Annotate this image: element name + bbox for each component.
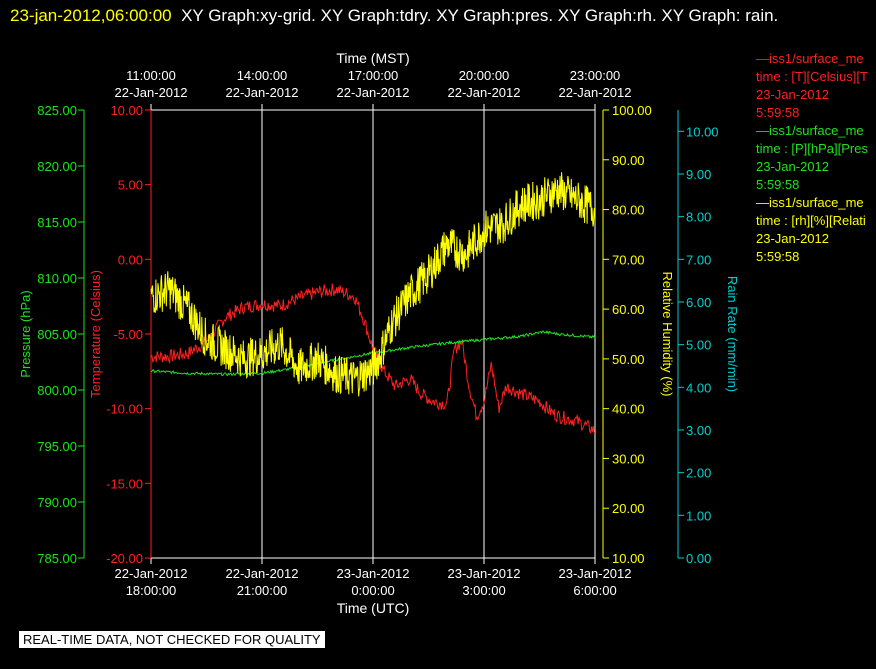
top-tick-label-date: 22-Jan-2012	[115, 85, 188, 100]
rain-tick-label: 2.00	[686, 466, 711, 481]
top-tick-label-time: 23:00:00	[570, 68, 621, 83]
top-tick-label-date: 22-Jan-2012	[448, 85, 521, 100]
rain-tick-label: 9.00	[686, 167, 711, 182]
temperature-tick-label: -5.00	[113, 327, 143, 342]
legend-text: time : [rh][%][Relati	[756, 213, 866, 228]
humidity-tick-label: 10.00	[612, 551, 645, 566]
humidity-axis-label: Relative Humidity (%)	[660, 272, 675, 397]
x-tick-label-time: 21:00:00	[237, 583, 288, 598]
pressure-tick-label: 825.00	[37, 103, 77, 118]
legend-text: 23-Jan-2012	[756, 87, 829, 102]
timestamp: 23-jan-2012,06:00:00	[10, 6, 172, 25]
top-tick-label-time: 17:00:00	[348, 68, 399, 83]
top-tick-label-time: 11:00:00	[126, 68, 176, 83]
legend-text: 5:59:58	[756, 105, 800, 120]
humidity-tick-label: 20.00	[612, 501, 645, 516]
top-tick-label-date: 22-Jan-2012	[559, 85, 632, 100]
temperature-tick-label: 0.00	[118, 252, 143, 267]
temperature-axis-label: Temperature (Celsius)	[88, 270, 103, 398]
pressure-tick-label: 785.00	[37, 551, 77, 566]
pressure-tick-label: 815.00	[37, 215, 77, 230]
top-axis-label: Time (MST)	[336, 50, 409, 66]
legend: —iss1/surface_me time : [T][Celsius][T 23-…	[756, 50, 876, 266]
temperature-tick-label: 5.00	[118, 178, 143, 193]
temperature-tick-label: -15.00	[106, 476, 143, 491]
x-tick-label-date: 23-Jan-2012	[448, 566, 521, 581]
rain-axis-label: Rain Rate (mm/min)	[725, 276, 740, 392]
humidity-tick-label: 40.00	[612, 402, 645, 417]
x-tick-label-time: 3:00:00	[462, 583, 505, 598]
rain-tick-label: 1.00	[686, 508, 711, 523]
top-tick-label-time: 14:00:00	[237, 68, 288, 83]
humidity-tick-label: 70.00	[612, 252, 645, 267]
rain-tick-label: 5.00	[686, 338, 711, 353]
x-tick-label-time: 0:00:00	[351, 583, 394, 598]
legend-text: 23-Jan-2012	[756, 159, 829, 174]
rain-tick-label: 0.00	[686, 551, 711, 566]
legend-text: 5:59:58	[756, 249, 800, 264]
rain-tick-label: 6.00	[686, 295, 711, 310]
rain-tick-label: 10.00	[686, 124, 719, 139]
rain-tick-label: 8.00	[686, 210, 711, 225]
temperature-tick-label: -10.00	[106, 402, 143, 417]
x-tick-label-date: 23-Jan-2012	[559, 566, 632, 581]
top-tick-label-date: 22-Jan-2012	[226, 85, 299, 100]
pressure-tick-label: 800.00	[37, 383, 77, 398]
pressure-tick-label: 790.00	[37, 495, 77, 510]
humidity-tick-label: 60.00	[612, 302, 645, 317]
x-tick-label-date: 23-Jan-2012	[337, 566, 410, 581]
top-tick-label-time: 20:00:00	[459, 68, 510, 83]
graph-list: XY Graph:xy-grid. XY Graph:tdry. XY Grap…	[181, 6, 779, 25]
humidity-tick-label: 90.00	[612, 153, 645, 168]
x-tick-label-time: 6:00:00	[573, 583, 616, 598]
pressure-axis-label: Pressure (hPa)	[18, 290, 33, 377]
rain-tick-label: 7.00	[686, 252, 711, 267]
pressure-tick-label: 795.00	[37, 439, 77, 454]
legend-text: 5:59:58	[756, 177, 800, 192]
pressure-tick-label: 805.00	[37, 327, 77, 342]
humidity-tick-label: 100.00	[612, 103, 652, 118]
legend-text: time : [P][hPa][Pres	[756, 141, 868, 156]
top-tick-label-date: 22-Jan-2012	[337, 85, 410, 100]
page-title: 23-jan-2012,06:00:00 XY Graph:xy-grid. X…	[10, 3, 860, 28]
legend-text: —iss1/surface_me	[756, 123, 864, 138]
humidity-tick-label: 30.00	[612, 451, 645, 466]
temperature-tick-label: 10.00	[110, 103, 143, 118]
x-tick-label-time: 18:00:00	[126, 583, 177, 598]
x-tick-label-date: 22-Jan-2012	[226, 566, 299, 581]
humidity-tick-label: 50.00	[612, 352, 645, 367]
series-humidity-line	[150, 172, 596, 397]
pressure-tick-label: 810.00	[37, 271, 77, 286]
x-axis-label: Time (UTC)	[337, 600, 410, 616]
x-tick-label-date: 22-Jan-2012	[115, 566, 188, 581]
rain-tick-label: 4.00	[686, 380, 711, 395]
pressure-tick-label: 820.00	[37, 159, 77, 174]
quality-note: REAL-TIME DATA, NOT CHECKED FOR QUALITY	[19, 631, 325, 648]
temperature-tick-label: -20.00	[106, 551, 143, 566]
humidity-tick-label: 80.00	[612, 203, 645, 218]
rain-tick-label: 3.00	[686, 423, 711, 438]
legend-text: —iss1/surface_me	[756, 51, 864, 66]
legend-text: 23-Jan-2012	[756, 231, 829, 246]
legend-text: —iss1/surface_me	[756, 195, 864, 210]
legend-text: time : [T][Celsius][T	[756, 69, 868, 84]
